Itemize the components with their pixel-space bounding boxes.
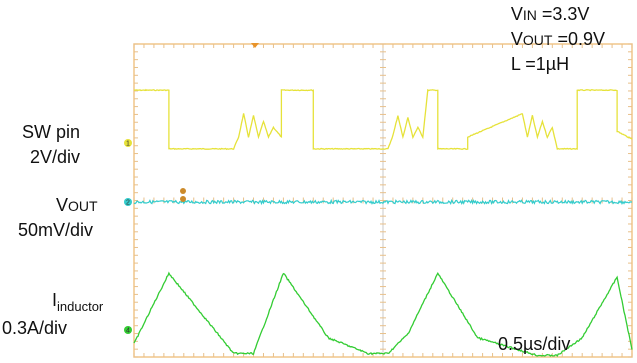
svg-text:2: 2 (126, 200, 130, 207)
vout-channel-name: VOUT (56, 195, 98, 215)
inductor-channel-scale: 0.3A/div (2, 318, 68, 338)
channel-markers: 1 2 4 (124, 139, 132, 335)
cursor-marker (180, 188, 186, 202)
inductor-trace (133, 271, 633, 357)
inductor-channel-name: Iinductor (52, 290, 104, 314)
inductance-condition: L =1µH (510, 54, 570, 74)
vout-channel-marker: 2 (124, 198, 132, 207)
inductor-channel-marker: 4 (124, 326, 132, 335)
vin-condition: VIN =3.3V (510, 4, 590, 24)
sw-channel-marker: 1 (124, 139, 132, 148)
test-conditions: VIN =3.3V VOUT =0.9V L =1µH (511, 2, 605, 76)
vout-channel-scale: 50mV/div (18, 220, 94, 240)
trigger-position-marker (251, 43, 259, 48)
sw-trace (134, 88, 633, 151)
trace-layer (133, 88, 633, 357)
svg-text:1: 1 (126, 141, 130, 148)
svg-text:4: 4 (126, 328, 130, 335)
vout-condition: VOUT =0.9V (510, 29, 605, 49)
sw-channel-name: SW pin (22, 122, 81, 142)
vout-trace (133, 198, 632, 206)
timebase-label: 0.5µs/div (498, 334, 571, 354)
sw-channel-scale: 2V/div (30, 147, 81, 167)
